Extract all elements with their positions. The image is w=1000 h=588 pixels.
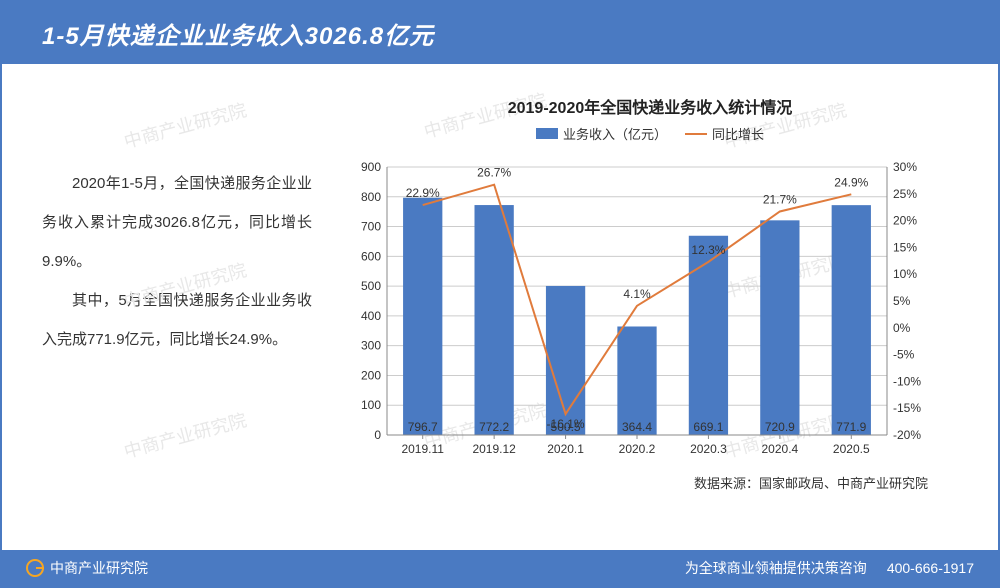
footer-phone: 400-666-1917 <box>887 560 974 576</box>
chart-column: 2019-2020年全国快递业务收入统计情况 业务收入（亿元） 同比增长 0 10… <box>322 84 978 524</box>
svg-text:2020.4: 2020.4 <box>762 442 799 456</box>
svg-text:900: 900 <box>361 160 381 174</box>
bar <box>403 198 442 435</box>
svg-text:600: 600 <box>361 249 381 263</box>
bar <box>760 220 799 435</box>
footer-tagline: 为全球商业领袖提供决策咨询 <box>685 558 867 578</box>
svg-text:0: 0 <box>374 428 381 442</box>
combo-chart: 0 100 200 300 400 500 600 700 800 900 -20% -15% -10%… <box>332 147 942 467</box>
legend-line: 同比增长 <box>685 124 764 143</box>
svg-text:2020.2: 2020.2 <box>619 442 656 456</box>
svg-text:100: 100 <box>361 398 381 412</box>
footer-right: 为全球商业领袖提供决策咨询 400-666-1917 <box>685 558 974 578</box>
svg-text:26.7%: 26.7% <box>477 166 511 180</box>
svg-text:669.1: 669.1 <box>693 420 723 434</box>
svg-text:2020.1: 2020.1 <box>547 442 584 456</box>
svg-text:15%: 15% <box>893 240 917 254</box>
svg-text:21.7%: 21.7% <box>763 192 797 206</box>
svg-text:2020.3: 2020.3 <box>690 442 727 456</box>
paragraph-2: 其中，5月全国快递服务企业业务收入完成771.9亿元，同比增长24.9%。 <box>42 281 312 359</box>
bar <box>617 326 656 435</box>
legend-bar-swatch <box>536 128 558 139</box>
svg-text:-15%: -15% <box>893 401 921 415</box>
svg-text:200: 200 <box>361 368 381 382</box>
svg-text:400: 400 <box>361 309 381 323</box>
legend-line-label: 同比增长 <box>712 124 764 143</box>
svg-text:772.2: 772.2 <box>479 420 509 434</box>
svg-text:20%: 20% <box>893 214 917 228</box>
svg-text:-20%: -20% <box>893 428 921 442</box>
svg-text:720.9: 720.9 <box>765 420 795 434</box>
svg-text:2019.12: 2019.12 <box>472 442 516 456</box>
svg-text:-5%: -5% <box>893 348 915 362</box>
legend: 业务收入（亿元） 同比增长 <box>332 124 968 143</box>
slide: 1-5月快递企业业务收入3026.8亿元 中商产业研究院中商产业研究院中商产业研… <box>0 0 1000 588</box>
bar <box>689 236 728 435</box>
svg-text:300: 300 <box>361 339 381 353</box>
svg-text:796.7: 796.7 <box>408 420 438 434</box>
legend-bar-label: 业务收入（亿元） <box>563 124 667 143</box>
svg-text:2019.11: 2019.11 <box>401 442 444 456</box>
svg-text:4.1%: 4.1% <box>623 287 651 301</box>
svg-text:700: 700 <box>361 220 381 234</box>
text-column: 2020年1-5月，全国快递服务企业业务收入累计完成3026.8亿元，同比增长9… <box>22 84 322 524</box>
svg-text:800: 800 <box>361 190 381 204</box>
chart-title: 2019-2020年全国快递业务收入统计情况 <box>332 94 968 118</box>
svg-text:-10%: -10% <box>893 374 921 388</box>
svg-text:25%: 25% <box>893 187 917 201</box>
svg-text:22.9%: 22.9% <box>406 186 440 200</box>
bar <box>832 205 871 435</box>
svg-text:364.4: 364.4 <box>622 420 652 434</box>
footer-left: 中商产业研究院 <box>26 558 148 578</box>
svg-text:5%: 5% <box>893 294 911 308</box>
brand-logo-icon <box>26 559 44 577</box>
svg-text:24.9%: 24.9% <box>834 175 868 189</box>
header-title: 1-5月快递企业业务收入3026.8亿元 <box>42 16 434 51</box>
body: 2020年1-5月，全国快递服务企业业务收入累计完成3026.8亿元，同比增长9… <box>2 64 998 524</box>
bar <box>475 205 514 435</box>
header-bar: 1-5月快递企业业务收入3026.8亿元 <box>2 2 998 64</box>
svg-text:12.3%: 12.3% <box>691 243 725 257</box>
svg-text:10%: 10% <box>893 267 917 281</box>
footer-brand: 中商产业研究院 <box>50 558 148 578</box>
svg-text:-16.1%: -16.1% <box>547 417 585 431</box>
svg-text:500: 500 <box>361 279 381 293</box>
svg-text:2020.5: 2020.5 <box>833 442 870 456</box>
svg-text:30%: 30% <box>893 160 917 174</box>
legend-bar: 业务收入（亿元） <box>536 124 667 143</box>
legend-line-swatch <box>685 133 707 135</box>
svg-text:0%: 0% <box>893 321 911 335</box>
data-source: 数据来源：国家邮政局、中商产业研究院 <box>332 473 968 492</box>
paragraph-1: 2020年1-5月，全国快递服务企业业务收入累计完成3026.8亿元，同比增长9… <box>42 164 312 281</box>
footer-bar: 中商产业研究院 为全球商业领袖提供决策咨询 400-666-1917 <box>2 550 998 586</box>
svg-text:771.9: 771.9 <box>836 420 866 434</box>
